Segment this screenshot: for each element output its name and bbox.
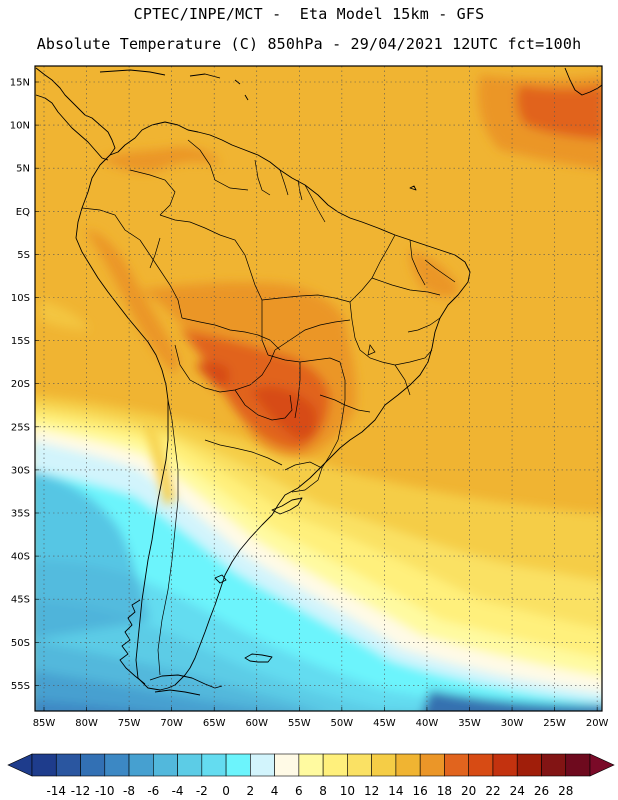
colorbar-swatch <box>298 753 324 777</box>
colorbar-swatch <box>541 753 567 777</box>
lat-tick-label: 15N <box>10 78 30 89</box>
colorbar <box>7 753 615 777</box>
lat-tick-label: 10S <box>11 293 30 304</box>
lat-tick-label: 10N <box>10 121 30 132</box>
lon-tick-label: 40W <box>416 718 439 729</box>
lat-tick-label: 55S <box>11 681 30 692</box>
colorbar-tick-label: 4 <box>271 784 279 798</box>
colorbar-swatch <box>565 753 591 777</box>
map-title: CPTEC/INPE/MCT - Eta Model 15km - GFS <box>133 5 485 23</box>
lon-tick-label: 30W <box>501 718 524 729</box>
colorbar-swatch <box>250 753 275 777</box>
colorbar-swatch <box>104 753 130 777</box>
colorbar-swatch <box>274 753 300 777</box>
lat-tick-label: 15S <box>11 336 30 347</box>
colorbar-tick-label: 22 <box>485 784 500 798</box>
colorbar-tick-label: -14 <box>46 784 66 798</box>
lat-tick-label: 5S <box>17 250 30 261</box>
colorbar-swatch <box>201 753 227 777</box>
lon-tick-label: 70W <box>160 718 183 729</box>
colorbar-swatch <box>468 753 494 777</box>
map-frame <box>34 65 603 712</box>
colorbar-swatch <box>128 753 154 777</box>
colorbar-tick-label: -4 <box>172 784 184 798</box>
lon-tick-label: 85W <box>33 718 56 729</box>
lon-tick-label: 65W <box>203 718 226 729</box>
colorbar-labels: -14 -12 -10 -8 -6 -4 -2 0 2 4 6 8 10 12 14 16 18 20 22 24 26… <box>46 784 573 798</box>
lat-tick-label: 25S <box>11 422 30 433</box>
colorbar-tick-label: -2 <box>196 784 208 798</box>
colorbar-swatch <box>444 753 469 777</box>
colorbar-tick-label: 14 <box>388 784 403 798</box>
colorbar-tick-label: 28 <box>558 784 573 798</box>
colorbar-swatch <box>395 753 421 777</box>
latitude-labels: 15N 10N 5N EQ 5S 10S 15S 20S 25S 30S 35S 40S 45S 50S 5… <box>10 78 30 692</box>
lat-tick-label: EQ <box>16 207 30 218</box>
colorbar-swatch <box>55 753 81 777</box>
colorbar-tick-label: 8 <box>319 784 327 798</box>
lon-tick-label: 50W <box>331 718 354 729</box>
colorbar-tick-label: 10 <box>340 784 355 798</box>
colorbar-swatch <box>225 753 251 777</box>
temperature-field <box>35 66 602 711</box>
colorbar-tick-label: 16 <box>413 784 428 798</box>
lat-tick-label: 40S <box>11 552 30 563</box>
country-borders <box>81 139 456 676</box>
colorbar-swatch <box>80 753 106 777</box>
lon-tick-label: 75W <box>118 718 141 729</box>
colorbar-tick-label: 12 <box>364 784 379 798</box>
colorbar-max-arrow <box>589 753 615 777</box>
colorbar-swatch <box>516 753 542 777</box>
colorbar-swatch <box>371 753 397 777</box>
colorbar-tick-label: -12 <box>71 784 91 798</box>
colorbar-tick-label: 6 <box>295 784 303 798</box>
lat-tick-label: 20S <box>11 379 30 390</box>
lon-tick-label: 20W <box>586 718 609 729</box>
graticule <box>35 66 602 711</box>
colorbar-min-arrow <box>7 753 33 777</box>
longitude-labels: 85W 80W 75W 70W 65W 60W 55W 50W 45W 40W 35W 30W 25W 2… <box>33 718 609 729</box>
colorbar-swatch <box>347 753 372 777</box>
colorbar-swatch <box>153 753 178 777</box>
colorbar-tick-label: -10 <box>95 784 115 798</box>
lon-tick-label: 25W <box>543 718 566 729</box>
lat-tick-label: 45S <box>11 595 30 606</box>
lon-tick-label: 45W <box>373 718 396 729</box>
coastlines <box>35 67 602 696</box>
lon-tick-label: 35W <box>458 718 481 729</box>
colorbar-tick-label: 0 <box>222 784 230 798</box>
lon-tick-label: 55W <box>288 718 311 729</box>
lon-tick-label: 80W <box>75 718 98 729</box>
colorbar-swatch <box>419 753 445 777</box>
map-subtitle: Absolute Temperature (C) 850hPa - 29/04/… <box>36 35 582 53</box>
colorbar-swatch <box>177 753 203 777</box>
lat-tick-label: 35S <box>11 509 30 520</box>
lat-tick-label: 30S <box>11 465 30 476</box>
colorbar-tick-label: 24 <box>510 784 525 798</box>
colorbar-tick-label: -8 <box>123 784 135 798</box>
lat-tick-label: 5N <box>16 164 30 175</box>
lat-tick-label: 50S <box>11 638 30 649</box>
colorbar-tick-label: 18 <box>437 784 452 798</box>
colorbar-swatch <box>322 753 348 777</box>
colorbar-tick-label: 2 <box>247 784 255 798</box>
lon-tick-label: 60W <box>245 718 268 729</box>
colorbar-swatch <box>492 753 518 777</box>
colorbar-swatch <box>31 753 57 777</box>
colorbar-tick-label: -6 <box>147 784 159 798</box>
colorbar-tick-label: 26 <box>534 784 549 798</box>
colorbar-tick-label: 20 <box>461 784 476 798</box>
